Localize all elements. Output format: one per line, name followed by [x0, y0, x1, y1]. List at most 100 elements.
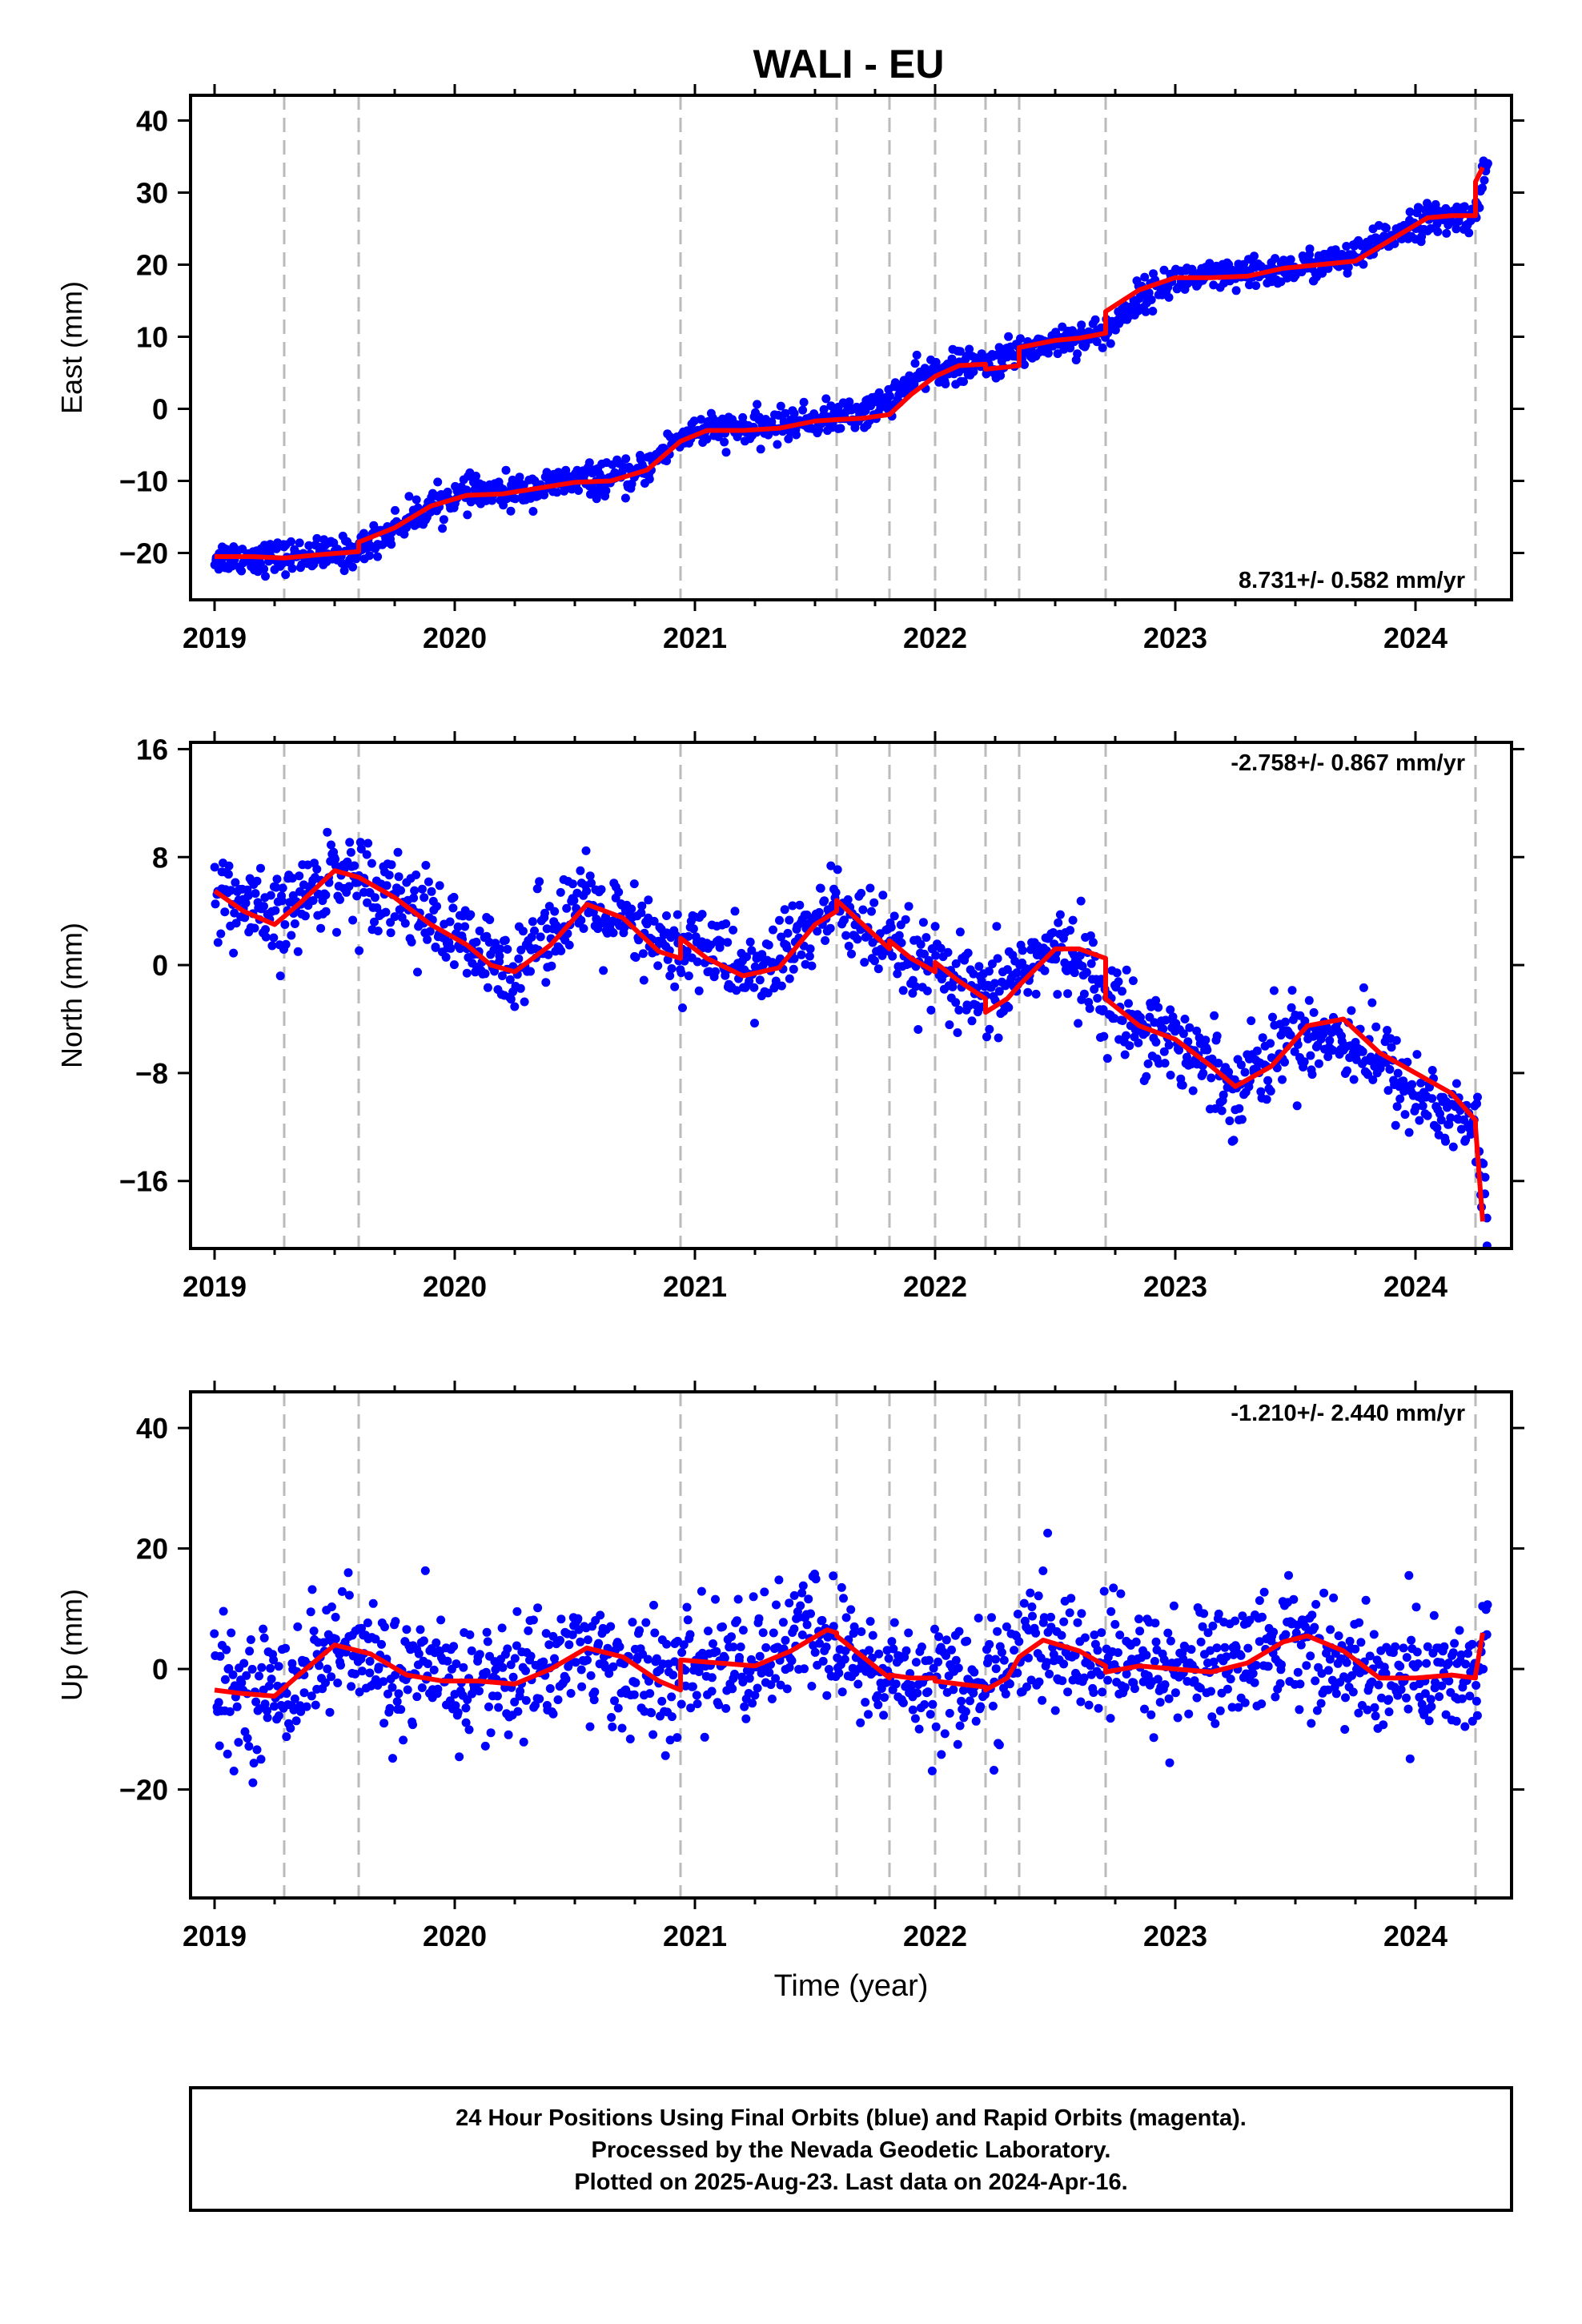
footer-frame	[189, 2086, 1513, 2212]
data-point	[1345, 1636, 1355, 1646]
data-point	[1415, 1116, 1424, 1125]
data-point	[962, 1636, 972, 1646]
data-point	[749, 1592, 758, 1602]
data-point	[331, 1612, 340, 1622]
data-point	[274, 1662, 283, 1671]
x-tick-label: 2024	[1383, 621, 1447, 654]
data-point	[470, 485, 480, 494]
data-point	[446, 943, 456, 953]
data-point	[1178, 1029, 1188, 1039]
data-point	[510, 1697, 520, 1707]
data-point	[519, 1737, 528, 1747]
data-point	[552, 488, 562, 497]
data-point	[1426, 1695, 1435, 1704]
data-point	[1118, 987, 1126, 996]
data-point	[585, 871, 595, 881]
data-point	[856, 1718, 865, 1727]
data-point	[777, 981, 786, 991]
data-point	[1042, 1658, 1051, 1667]
data-point	[969, 969, 978, 979]
data-point	[423, 1659, 432, 1669]
data-point	[1045, 1669, 1054, 1679]
data-point	[840, 1655, 849, 1664]
data-point	[667, 964, 677, 973]
data-point	[561, 465, 571, 475]
data-point	[574, 486, 583, 495]
data-point	[584, 458, 594, 468]
data-point	[926, 1710, 935, 1719]
data-point	[394, 1689, 404, 1699]
data-point	[1038, 1695, 1047, 1705]
data-point	[277, 896, 287, 906]
data-point	[1236, 1651, 1246, 1660]
data-point	[1404, 1128, 1414, 1137]
data-point	[889, 911, 899, 921]
data-point	[287, 537, 295, 546]
data-point	[1431, 1678, 1440, 1687]
data-point	[577, 1682, 587, 1691]
data-point	[781, 1635, 790, 1645]
data-point	[1148, 307, 1158, 316]
data-point	[514, 954, 524, 963]
data-point	[797, 950, 806, 959]
y-tick-label: 30	[136, 177, 168, 210]
data-point	[629, 879, 639, 889]
data-point	[821, 394, 831, 404]
data-point	[261, 925, 270, 935]
data-point	[1361, 1595, 1371, 1605]
data-point	[741, 1714, 751, 1723]
data-point	[738, 412, 748, 422]
data-point	[1138, 1677, 1148, 1687]
data-point	[1005, 1679, 1014, 1689]
data-point	[798, 1581, 808, 1590]
data-point	[947, 354, 957, 364]
data-point	[795, 900, 805, 910]
data-point	[1407, 1635, 1416, 1645]
data-point	[255, 1671, 263, 1681]
data-point	[512, 1641, 521, 1651]
data-point	[789, 964, 798, 974]
data-point	[407, 937, 416, 947]
data-point	[1014, 1637, 1024, 1647]
data-point	[586, 489, 595, 499]
data-point	[1031, 989, 1041, 999]
data-point	[252, 1745, 262, 1755]
data-point	[293, 1622, 303, 1631]
data-point	[1203, 1628, 1213, 1638]
data-point	[573, 1614, 583, 1623]
data-point	[839, 1594, 848, 1603]
data-point	[942, 1651, 950, 1660]
data-point	[850, 423, 860, 432]
data-point	[379, 1677, 388, 1687]
data-point	[1472, 1696, 1481, 1706]
data-point	[940, 1729, 950, 1739]
x-tick-label: 2022	[903, 621, 967, 654]
data-point	[1240, 1068, 1250, 1077]
data-point	[271, 883, 281, 892]
data-point	[223, 1749, 232, 1759]
data-point	[730, 1670, 739, 1679]
data-point	[1284, 1570, 1293, 1580]
data-point	[913, 1025, 923, 1034]
data-point	[1252, 1046, 1262, 1055]
data-point	[1226, 1675, 1235, 1684]
data-point	[807, 1682, 817, 1691]
data-point	[436, 1615, 446, 1625]
data-point	[631, 1678, 640, 1687]
data-point	[1050, 1706, 1060, 1715]
data-point	[219, 1606, 228, 1616]
data-point	[1122, 1031, 1130, 1040]
data-point	[496, 944, 505, 954]
data-point	[898, 1698, 908, 1707]
data-point	[281, 1643, 291, 1653]
data-point	[1074, 1019, 1083, 1028]
data-point	[1351, 1644, 1360, 1654]
data-point	[419, 1636, 428, 1646]
data-point	[299, 1688, 309, 1698]
data-point	[1291, 1628, 1301, 1638]
data-point	[556, 1635, 564, 1645]
data-point	[247, 1664, 257, 1674]
data-point	[937, 1750, 946, 1759]
data-point	[1316, 1699, 1326, 1708]
data-point	[742, 952, 751, 962]
